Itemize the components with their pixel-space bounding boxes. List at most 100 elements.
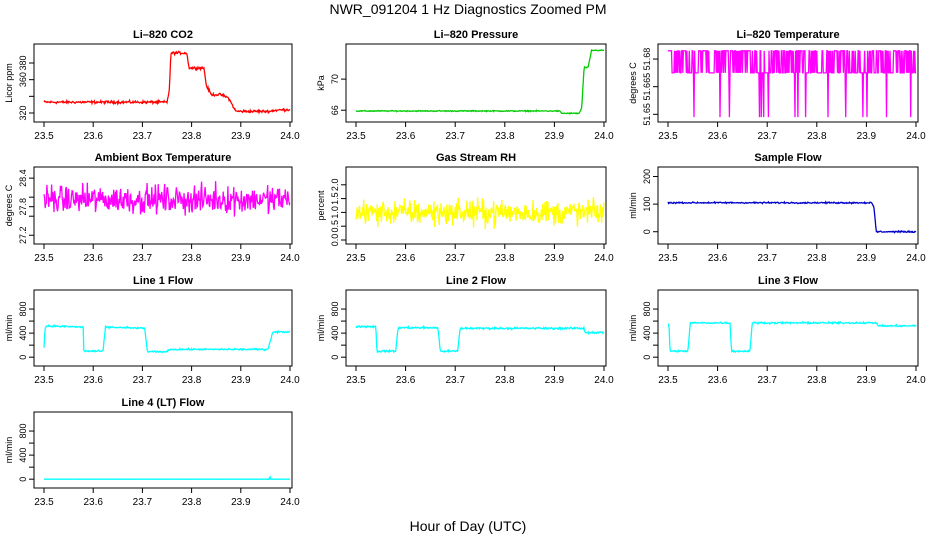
- series-line: [667, 320, 917, 354]
- series-line: [355, 49, 605, 115]
- panel-3: Li–820 Temperature 23.5 23.6 23.7 23.8 23.9 24…: [628, 29, 926, 142]
- x-tick-label: 24.0: [594, 131, 614, 142]
- x-tick-label: 23.8: [182, 131, 202, 142]
- y-tick-label: 400: [330, 326, 340, 341]
- y-tick-label: 0: [18, 477, 28, 482]
- x-tick-label: 23.9: [545, 253, 565, 264]
- y-tick-label: 0.0: [330, 234, 340, 247]
- x-tick-label: 23.7: [445, 131, 465, 142]
- x-tick-label: 24.0: [906, 375, 926, 386]
- y-axis-label: kPa: [316, 75, 326, 91]
- x-tick-label: 23.7: [133, 375, 153, 386]
- x-tick-label: 23.7: [133, 253, 153, 264]
- y-tick-label: 200: [642, 169, 652, 184]
- x-tick-label: 23.9: [857, 253, 877, 264]
- y-tick-label: 100: [642, 197, 652, 212]
- x-tick-label: 23.7: [757, 253, 777, 264]
- x-tick-label: 23.6: [83, 497, 103, 508]
- y-tick-label: 0.5: [330, 220, 340, 233]
- plot-frame: [33, 289, 293, 367]
- y-tick-label: 380: [18, 55, 28, 70]
- x-tick-label: 24.0: [594, 253, 614, 264]
- plot-frame: [33, 43, 293, 123]
- x-tick-label: 24.0: [594, 375, 614, 386]
- y-axis-label: ml/min: [316, 315, 326, 342]
- y-tick-label: 400: [18, 326, 28, 341]
- x-tick-label: 23.7: [757, 131, 777, 142]
- x-tick-label: 24.0: [280, 131, 300, 142]
- x-tick-label: 23.9: [231, 375, 251, 386]
- panel-title: Li–820 Temperature: [736, 29, 839, 41]
- x-tick-label: 23.5: [346, 375, 366, 386]
- series-line: [43, 323, 290, 354]
- x-tick-label: 23.6: [396, 375, 416, 386]
- y-tick-label: 27.8: [18, 198, 28, 216]
- y-tick-label: 800: [18, 424, 28, 439]
- plot-frame: [33, 166, 293, 245]
- y-tick-label: 320: [18, 105, 28, 120]
- y-tick-label: 800: [18, 302, 28, 317]
- panel-title: Line 2 Flow: [446, 275, 506, 287]
- x-tick-label: 23.5: [658, 253, 678, 264]
- y-tick-label: 0: [642, 229, 652, 234]
- plot-frame: [657, 166, 919, 245]
- x-tick-label: 23.7: [445, 253, 465, 264]
- y-tick-label: 1.5: [330, 192, 340, 205]
- x-tick-label: 23.6: [708, 253, 728, 264]
- x-tick-label: 24.0: [280, 497, 300, 508]
- y-tick-label: 360: [18, 72, 28, 87]
- panel-title: Line 1 Flow: [133, 275, 193, 287]
- x-tick-label: 23.8: [182, 253, 202, 264]
- x-tick-label: 23.8: [807, 375, 827, 386]
- x-tick-label: 23.8: [182, 375, 202, 386]
- x-tick-label: 24.0: [280, 375, 300, 386]
- x-tick-label: 23.8: [495, 253, 515, 264]
- x-tick-label: 23.9: [857, 375, 877, 386]
- y-axis-label: percent: [316, 190, 326, 221]
- y-axis-label: ml/min: [4, 437, 14, 464]
- x-tick-label: 24.0: [906, 131, 926, 142]
- y-tick-label: 1.0: [330, 206, 340, 219]
- x-tick-label: 23.9: [545, 375, 565, 386]
- panel-title: Sample Flow: [754, 152, 822, 164]
- y-tick-label: 400: [642, 326, 652, 341]
- y-tick-label: 28.4: [18, 169, 28, 187]
- panel-6: Sample Flow 23.5 23.6 23.7 23.8 23.9 24.0 0 100 2…: [628, 152, 926, 264]
- panel-title: Li–820 CO2: [133, 29, 193, 41]
- x-tick-label: 23.5: [346, 253, 366, 264]
- panel-1: Li–820 CO2 23.5 23.6 23.7 23.8 23.9 24.0 320 360…: [4, 29, 300, 142]
- y-axis-label: ml/min: [628, 192, 638, 219]
- x-tick-label: 23.9: [857, 131, 877, 142]
- y-tick-label: 66: [330, 105, 340, 115]
- y-tick-label: 51.665: [642, 73, 652, 101]
- x-tick-label: 23.5: [658, 131, 678, 142]
- y-tick-label: 27.2: [18, 226, 28, 244]
- x-tick-label: 23.6: [396, 131, 416, 142]
- plot-frame: [33, 411, 293, 489]
- y-tick-label: 0: [330, 355, 340, 360]
- x-tick-label: 23.8: [495, 131, 515, 142]
- y-tick-label: 51.65: [642, 103, 652, 126]
- x-tick-label: 23.5: [346, 131, 366, 142]
- series-line: [43, 181, 291, 217]
- series-line: [355, 324, 605, 354]
- y-axis-label: ml/min: [4, 315, 14, 342]
- plot-frame: [345, 289, 607, 367]
- x-tick-label: 23.6: [708, 375, 728, 386]
- y-tick-label: 0: [642, 355, 652, 360]
- x-axis-label: Hour of Day (UTC): [409, 518, 527, 534]
- panel-8: Line 2 Flow 23.5 23.6 23.7 23.8 23.9 24.0 0 400 8…: [316, 275, 614, 386]
- x-tick-label: 23.6: [83, 375, 103, 386]
- series-line: [667, 200, 917, 234]
- x-tick-label: 23.7: [445, 375, 465, 386]
- x-tick-label: 23.7: [133, 497, 153, 508]
- x-tick-label: 23.5: [34, 253, 54, 264]
- y-axis-label: degrees C: [4, 184, 14, 226]
- x-tick-label: 23.9: [231, 497, 251, 508]
- plot-frame: [657, 289, 919, 367]
- x-tick-label: 23.8: [182, 497, 202, 508]
- plot-frame: [345, 43, 607, 123]
- y-tick-label: 400: [18, 448, 28, 463]
- panel-2: Li–820 Pressure 23.5 23.6 23.7 23.8 23.9 24.0 6…: [316, 29, 614, 142]
